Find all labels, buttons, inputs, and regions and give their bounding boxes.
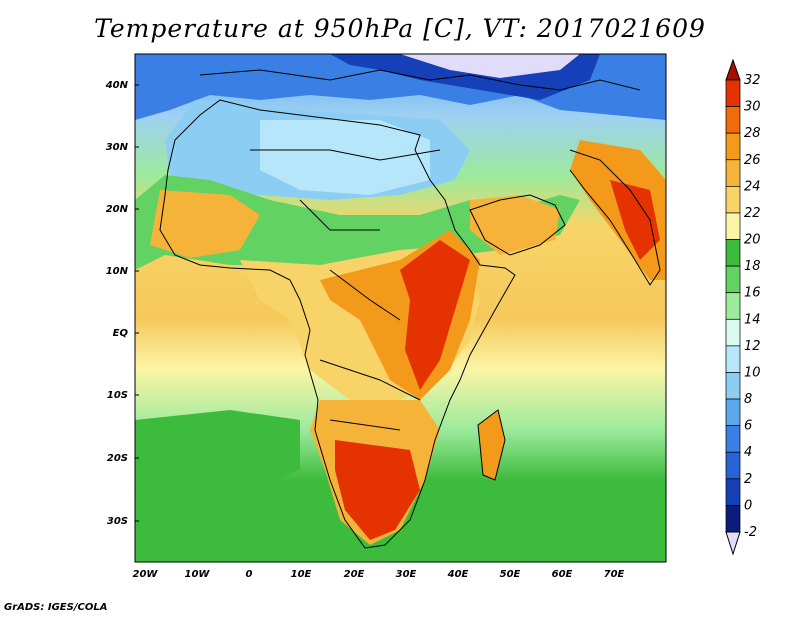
colorbar-label: 0	[744, 498, 752, 513]
lat-ticks	[135, 84, 139, 522]
map-frame	[134, 53, 667, 563]
lon-label: 20E	[344, 569, 365, 580]
colorbar-label: 2	[744, 472, 752, 487]
colorbar-box	[725, 505, 741, 533]
colorbar-box	[725, 398, 741, 426]
arabia-warm	[470, 195, 560, 255]
colorbar-label: 12	[744, 339, 761, 354]
colorbar-box	[725, 106, 741, 134]
colorbar-box	[725, 159, 741, 187]
lat-label: 10S	[107, 390, 128, 401]
lon-label: 50E	[500, 569, 521, 580]
colorbar-box	[725, 132, 741, 161]
southern-africa-hot	[335, 440, 420, 540]
colorbar-box	[725, 318, 741, 347]
colorbar-box	[725, 478, 741, 506]
colorbar-box	[725, 451, 741, 480]
colorbar-label: 24	[744, 179, 761, 194]
colorbar-label: 8	[744, 392, 752, 407]
colorbar-box	[725, 212, 741, 240]
lon-label: 40E	[447, 569, 469, 580]
colorbar-label: 10	[744, 365, 761, 380]
colorbar-label: 16	[744, 286, 761, 301]
lon-label: 0	[246, 569, 253, 580]
lat-label: 30N	[106, 142, 129, 153]
colorbar-box	[725, 186, 741, 214]
lon-label: 20W	[133, 569, 159, 580]
footer-credit: GrADS: IGES/COLA	[4, 602, 108, 613]
coldest-region	[400, 54, 580, 78]
lon-label: 70E	[604, 569, 625, 580]
latitude-labels: 40N 30N 20N 10N EQ 10S 20S 30S	[105, 80, 129, 527]
temperature-field	[135, 54, 666, 562]
colorbar-label: 32	[744, 73, 761, 88]
sahel-band	[135, 175, 580, 270]
colorbar-label: 14	[744, 312, 761, 327]
colorbar-label: 18	[744, 259, 761, 274]
madagascar	[478, 410, 505, 480]
lat-label: 20N	[106, 204, 129, 215]
lat-label: 20S	[107, 453, 128, 464]
south-ocean-band	[380, 480, 666, 562]
lon-label: 10W	[185, 569, 211, 580]
west-africa-warm	[150, 190, 260, 258]
lon-label: 10E	[291, 569, 312, 580]
lat-label: 40N	[105, 80, 129, 91]
sahara-cool	[260, 120, 430, 195]
colorbar-label: 6	[744, 419, 752, 434]
colorbar-box	[725, 265, 741, 294]
colorbar-box	[725, 239, 741, 267]
coastlines	[159, 69, 661, 549]
colorbar-label: 22	[744, 206, 761, 221]
colorbar-box	[725, 345, 741, 373]
colorbar-label: 30	[744, 100, 761, 115]
lon-label: 30E	[396, 569, 417, 580]
colorbar-label: -2	[744, 525, 757, 540]
lat-label: EQ	[113, 328, 129, 339]
lat-label: 10N	[106, 266, 129, 277]
colorbar-label: 28	[744, 126, 761, 141]
colorbar-label: 4	[744, 445, 752, 460]
colorbar-box	[725, 292, 741, 320]
colorbar-bottom-arrow	[725, 531, 741, 556]
south-atlantic-band	[135, 410, 300, 500]
colorbar-top-arrow	[725, 58, 741, 81]
colorbar-label: 26	[744, 153, 761, 168]
lat-label: 30S	[107, 516, 128, 527]
india-hot	[610, 180, 660, 260]
longitude-labels: 20W 10W 0 10E 20E 30E 40E 50E 60E 70E	[133, 569, 625, 580]
chart-title: Temperature at 950hPa [C], VT: 201702160…	[94, 14, 706, 43]
colorbar-label: 20	[744, 233, 761, 248]
colorbar-box	[725, 372, 741, 400]
colorbar-box	[725, 79, 741, 107]
colorbar-box	[725, 425, 741, 453]
lon-label: 60E	[552, 569, 573, 580]
east-africa-hot	[400, 240, 470, 390]
